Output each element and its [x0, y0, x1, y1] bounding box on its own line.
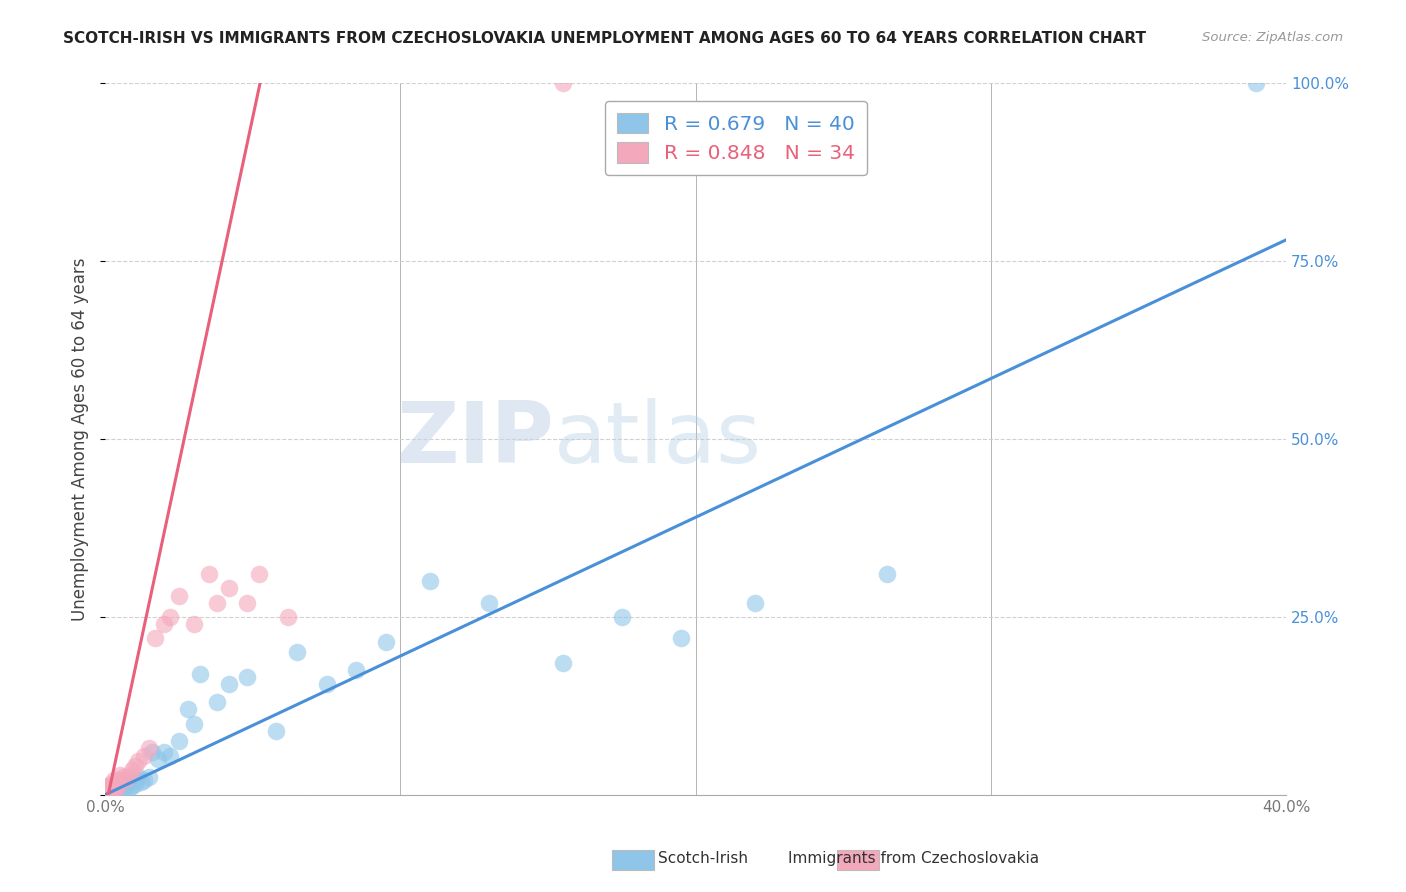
Point [315, 677, 337, 691]
Point [124, 773, 146, 788]
Point [108, 773, 131, 788]
Point [103, 782, 125, 797]
Point [100, 784, 122, 798]
Point [177, 702, 200, 716]
Point [419, 574, 441, 589]
Point [153, 745, 176, 759]
Point [167, 589, 190, 603]
Point [111, 770, 134, 784]
Point [197, 567, 219, 582]
Point [103, 779, 125, 793]
Point [100, 777, 122, 791]
Point [236, 596, 259, 610]
Point [669, 631, 692, 645]
Point [247, 567, 270, 582]
Point [105, 777, 128, 791]
Point [207, 596, 229, 610]
Point [121, 779, 143, 793]
Y-axis label: Unemployment Among Ages 60 to 64 years: Unemployment Among Ages 60 to 64 years [72, 257, 89, 621]
Point [207, 695, 229, 709]
Point [108, 768, 131, 782]
Point [118, 775, 141, 789]
Text: Source: ZipAtlas.com: Source: ZipAtlas.com [1202, 31, 1343, 45]
Point [138, 741, 160, 756]
Point [266, 723, 288, 738]
Point [551, 656, 574, 670]
Point [285, 645, 308, 659]
Point [277, 610, 299, 624]
Point [97, 780, 120, 795]
Point [141, 745, 163, 759]
Point [478, 596, 501, 610]
Point [100, 784, 122, 798]
Point [124, 759, 146, 773]
Point [218, 677, 240, 691]
Point [97, 784, 120, 798]
Point [344, 663, 367, 677]
Point [103, 782, 125, 797]
Point [159, 748, 181, 763]
Point [105, 780, 128, 795]
Text: ZIP: ZIP [396, 398, 554, 481]
Point [97, 779, 120, 793]
Point [167, 734, 190, 748]
Text: Immigrants from Czechoslovakia: Immigrants from Czechoslovakia [789, 851, 1039, 865]
Point [153, 617, 176, 632]
Point [118, 768, 141, 782]
Point [145, 631, 167, 645]
Point [100, 780, 122, 795]
Point [115, 772, 138, 786]
Point [103, 773, 125, 788]
Point [183, 617, 205, 632]
Text: Scotch-Irish: Scotch-Irish [658, 851, 748, 865]
Point [744, 596, 766, 610]
Point [374, 634, 396, 648]
Text: SCOTCH-IRISH VS IMMIGRANTS FROM CZECHOSLOVAKIA UNEMPLOYMENT AMONG AGES 60 TO 64 : SCOTCH-IRISH VS IMMIGRANTS FROM CZECHOSL… [63, 31, 1146, 46]
Point [1246, 77, 1268, 91]
Text: atlas: atlas [554, 398, 762, 481]
Point [124, 777, 146, 791]
Point [127, 770, 149, 784]
Point [218, 582, 240, 596]
Point [129, 775, 152, 789]
Point [127, 754, 149, 768]
Point [105, 780, 128, 795]
Point [148, 752, 170, 766]
Point [188, 666, 211, 681]
Point [236, 670, 259, 684]
Point [111, 782, 134, 797]
Point [132, 773, 155, 788]
Point [610, 610, 633, 624]
Point [108, 780, 131, 795]
Point [551, 77, 574, 91]
Legend: R = 0.679   N = 40, R = 0.848   N = 34: R = 0.679 N = 40, R = 0.848 N = 34 [606, 101, 866, 175]
Point [97, 782, 120, 797]
Point [118, 780, 141, 795]
Point [108, 777, 131, 791]
Point [876, 567, 898, 582]
Point [132, 748, 155, 763]
Point [138, 770, 160, 784]
Point [183, 716, 205, 731]
Point [159, 610, 181, 624]
Point [115, 779, 138, 793]
Point [121, 763, 143, 777]
